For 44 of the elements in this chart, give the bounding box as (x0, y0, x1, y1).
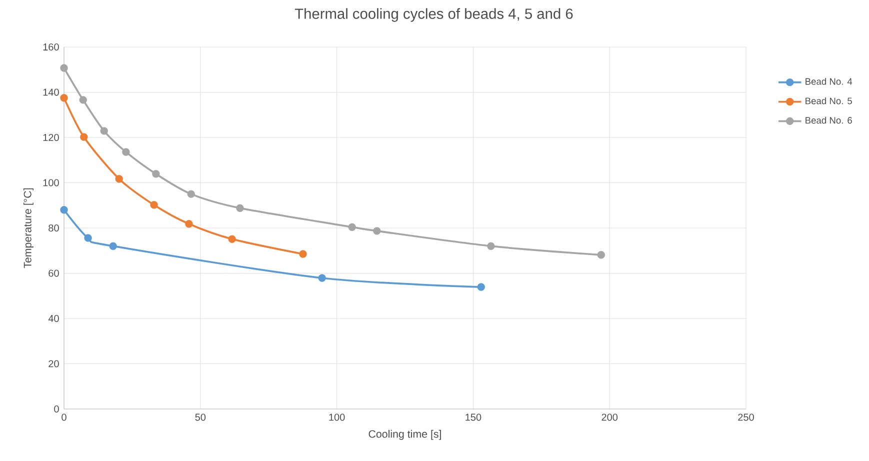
legend-label: Bead No. 4 (806, 78, 852, 85)
x-tick-label: 200 (602, 414, 618, 421)
y-axis-title: Temperature [°C] (24, 188, 34, 268)
x-tick-label: 50 (195, 414, 206, 421)
point (152, 170, 160, 178)
legend-label: Bead No. 6 (806, 116, 852, 124)
point (236, 204, 244, 212)
point (373, 227, 381, 235)
point (318, 274, 326, 282)
point (185, 220, 193, 228)
point (84, 234, 92, 242)
y-tick-label: 20 (48, 360, 59, 368)
y-tick-label: 160 (43, 43, 59, 51)
point (115, 175, 123, 183)
point (477, 283, 485, 291)
point (348, 223, 356, 231)
point (597, 251, 606, 259)
point (100, 127, 108, 135)
point (228, 235, 236, 243)
chart-title: Thermal cooling cycles of beads 4, 5 and 6 (294, 8, 573, 22)
y-tick-label: 100 (43, 179, 59, 186)
point (187, 190, 195, 198)
y-tick-label: 120 (43, 134, 59, 142)
point (60, 206, 68, 214)
y-tick-label: 140 (43, 88, 59, 96)
x-tick-label: 0 (62, 414, 66, 421)
legend-label: Bead No. 5 (806, 97, 852, 104)
x-tick-label: 250 (738, 414, 754, 421)
point (487, 242, 495, 250)
point (299, 250, 307, 258)
y-tick-label: 80 (48, 224, 59, 232)
y-tick-label: 40 (48, 314, 59, 322)
x-axis-title: Cooling time [s] (368, 430, 441, 440)
point (60, 94, 68, 102)
point (150, 201, 158, 209)
point (80, 133, 88, 141)
y-tick-label: 60 (48, 270, 59, 277)
point (60, 64, 68, 72)
point (109, 242, 117, 250)
y-tick-label: 0 (54, 405, 59, 413)
point (122, 148, 130, 156)
point (79, 96, 87, 104)
x-tick-label: 150 (466, 414, 482, 421)
x-tick-label: 100 (329, 414, 345, 421)
